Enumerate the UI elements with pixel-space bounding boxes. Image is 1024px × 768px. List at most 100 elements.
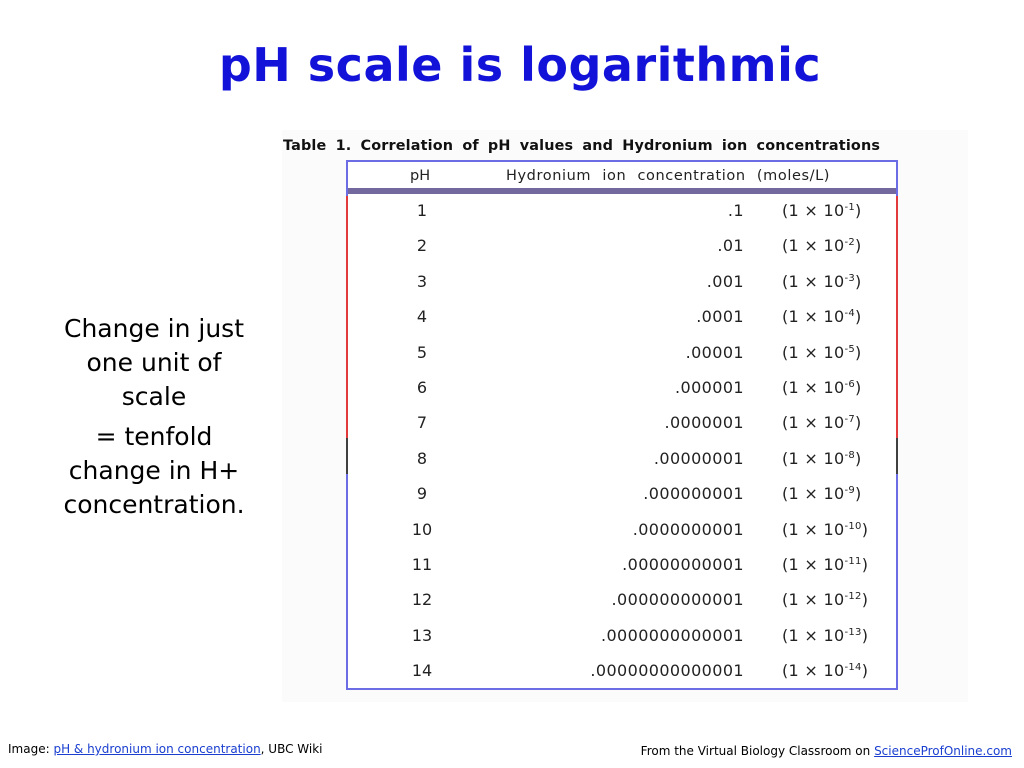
- sci-base: (1 × 10: [782, 625, 845, 645]
- ph-table: pH Hydronium ion concentration (moles/L)…: [346, 160, 898, 690]
- sci-exponent: -4: [844, 308, 856, 320]
- cell-decimal: .0000000001: [632, 519, 744, 539]
- sci-close: ): [861, 590, 869, 610]
- image-credit-prefix: Image:: [8, 742, 54, 756]
- sci-close: ): [855, 271, 862, 291]
- sci-base: (1 × 10: [782, 378, 845, 397]
- sci-close: ): [855, 448, 862, 468]
- cell-ph: 1: [416, 201, 428, 220]
- sci-base: (1 × 10: [782, 342, 845, 362]
- sci-base: (1 × 10: [782, 555, 845, 574]
- sci-base: (1 × 10: [782, 236, 845, 256]
- cell-ph: 5: [416, 342, 428, 362]
- sci-exponent: -9: [844, 485, 856, 497]
- sci-base: (1 × 10: [782, 484, 845, 504]
- sci-close: ): [861, 555, 869, 574]
- table-row: 1 .1 (1 × 10-1): [348, 194, 896, 229]
- table-row: 3 .001 (1 × 10-3): [348, 265, 896, 300]
- table-row: 12 .000000000001 (1 × 10-12): [348, 583, 896, 618]
- neutral-edge-left: [346, 438, 348, 474]
- cell-ph: 8: [416, 448, 428, 468]
- cell-decimal: .00000000001: [622, 555, 744, 574]
- table-row: 5 .00001 (1 × 10-5): [348, 336, 896, 371]
- cell-scientific: (1 × 10-13): [782, 626, 868, 645]
- sci-base: (1 × 10: [782, 271, 845, 291]
- cell-scientific: (1 × 10-7): [782, 413, 862, 432]
- cell-scientific: (1 × 10-14): [782, 661, 868, 680]
- sci-base: (1 × 10: [782, 413, 845, 433]
- image-credit-suffix: , UBC Wiki: [260, 742, 323, 756]
- sci-close: ): [861, 661, 869, 681]
- cell-scientific: (1 × 10-2): [782, 236, 862, 255]
- table-row: 7 .0000001 (1 × 10-7): [348, 406, 896, 441]
- table-row: 14 .00000000000001 (1 × 10-14): [348, 654, 896, 689]
- cell-decimal: .00000000000001: [590, 661, 744, 681]
- sci-exponent: -13: [844, 626, 862, 638]
- cell-decimal: .0000001: [664, 413, 744, 433]
- sci-exponent: -2: [844, 237, 856, 249]
- table-header-row: pH Hydronium ion concentration (moles/L): [348, 162, 896, 188]
- cell-ph: 12: [411, 590, 433, 610]
- header-concentration: Hydronium ion concentration (moles/L): [506, 168, 831, 184]
- acid-edge-right: [896, 196, 898, 438]
- cell-decimal: .000000000001: [611, 590, 744, 610]
- header-ph: pH: [410, 168, 431, 184]
- sci-base: (1 × 10: [782, 519, 845, 539]
- table-row: 9 .000000001 (1 × 10-9): [348, 477, 896, 512]
- cell-decimal: .001: [706, 271, 744, 291]
- sci-base: (1 × 10: [782, 590, 845, 610]
- cell-ph: 3: [416, 271, 428, 291]
- sci-base: (1 × 10: [782, 201, 845, 220]
- cell-decimal: .00001: [685, 342, 744, 362]
- side-note: Change in just one unit of scale = tenfo…: [58, 312, 250, 522]
- sci-close: ): [861, 519, 869, 539]
- table-row: 13 .0000000000001 (1 × 10-13): [348, 619, 896, 654]
- cell-scientific: (1 × 10-8): [782, 449, 862, 468]
- cell-decimal: .01: [717, 236, 744, 256]
- sci-exponent: -11: [844, 556, 862, 567]
- sci-close: ): [855, 201, 862, 220]
- sci-base: (1 × 10: [782, 661, 845, 681]
- cell-ph: 9: [416, 484, 428, 504]
- cell-ph: 2: [416, 236, 428, 256]
- cell-decimal: .00000001: [653, 448, 744, 468]
- sci-exponent: -14: [844, 662, 862, 674]
- cell-scientific: (1 × 10-12): [782, 590, 868, 609]
- cell-scientific: (1 × 10-5): [782, 343, 862, 362]
- sci-exponent: -6: [844, 379, 856, 390]
- source-credit: From the Virtual Biology Classroom on Sc…: [641, 744, 1012, 758]
- cell-scientific: (1 × 10-6): [782, 378, 862, 397]
- cell-ph: 13: [411, 625, 433, 645]
- cell-decimal: .000000001: [643, 484, 744, 504]
- source-credit-link[interactable]: ScienceProfOnline.com: [874, 744, 1012, 758]
- cell-decimal: .0000000000001: [600, 625, 744, 645]
- table-row: 4 .0001 (1 × 10-4): [348, 300, 896, 335]
- sci-exponent: -1: [844, 202, 856, 213]
- sci-exponent: -7: [844, 414, 856, 426]
- neutral-edge-right: [896, 438, 898, 474]
- table-row: 8 .00000001 (1 × 10-8): [348, 442, 896, 477]
- table-caption: Table 1. Correlation of pH values and Hy…: [283, 138, 881, 154]
- sci-base: (1 × 10: [782, 448, 845, 468]
- table-row: 11 .00000000001 (1 × 10-11): [348, 548, 896, 583]
- sci-close: ): [855, 236, 862, 256]
- cell-ph: 4: [416, 307, 428, 327]
- cell-decimal: .000001: [675, 378, 744, 397]
- table-row: 6 .000001 (1 × 10-6): [348, 371, 896, 406]
- cell-scientific: (1 × 10-10): [782, 520, 868, 539]
- cell-ph: 10: [411, 519, 433, 539]
- sci-base: (1 × 10: [782, 307, 845, 327]
- sci-exponent: -12: [844, 591, 862, 603]
- sci-close: ): [861, 625, 869, 645]
- sci-close: ): [855, 413, 862, 433]
- side-note-line-2: = tenfold change in H+ concentration.: [63, 422, 245, 519]
- table-row: 10 .0000000001 (1 × 10-10): [348, 513, 896, 548]
- sci-exponent: -8: [844, 449, 856, 461]
- sci-close: ): [855, 307, 862, 327]
- side-note-line-1: Change in just one unit of scale: [63, 314, 245, 411]
- table-row: 2 .01 (1 × 10-2): [348, 229, 896, 264]
- acid-edge-left: [346, 196, 348, 438]
- cell-scientific: (1 × 10-4): [782, 307, 862, 326]
- cell-scientific: (1 × 10-3): [782, 272, 862, 291]
- image-credit-link[interactable]: pH & hydronium ion concentration: [53, 742, 261, 756]
